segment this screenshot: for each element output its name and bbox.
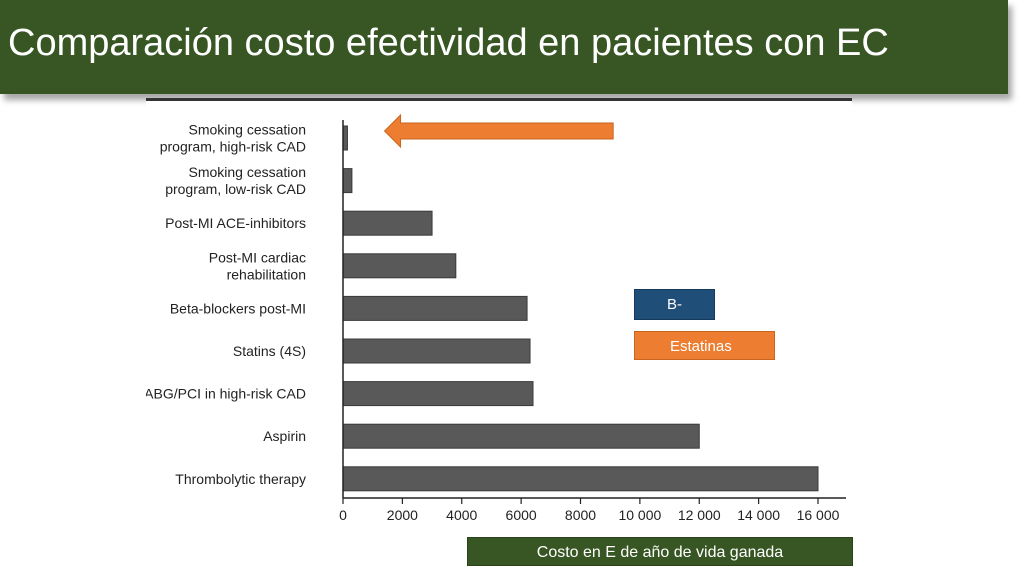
x-tick-label: 14 000 [737,507,780,523]
annotation-arrow [383,113,614,149]
x-tick-label: 12 000 [678,507,721,523]
category-label: Beta-blockers post-MI [170,300,306,316]
category-label: Post-MI cardiac rehabilitation [209,249,306,282]
legend-statins: Estatinas [634,331,775,360]
category-label: Smoking cessation program, high-risk CAD [160,122,306,155]
bar-chart: Smoking cessation program, high-risk CAD S… [146,113,846,523]
x-tick-label: 2000 [387,507,418,523]
chart-top-border [146,98,852,101]
x-tick-label: 0 [339,507,347,523]
x-tick-label: 4000 [446,507,477,523]
category-label: Statins (4S) [233,343,306,359]
category-label: CABG/PCI in high-risk CAD [146,386,306,402]
bar [342,168,353,194]
bar [342,466,819,492]
x-tick-label: 10 000 [618,507,661,523]
category-label: Post-MI ACE-inhibitors [165,215,306,231]
bar [342,338,531,364]
category-label: Smoking cessation program, low-risk CAD [165,164,306,197]
chart-panel: Smoking cessation program, high-risk CAD S… [146,98,852,528]
bar [342,253,457,279]
slide-title: Comparación costo efectividad en pacient… [8,22,889,64]
x-tick-label: 6000 [506,507,537,523]
bar [342,381,534,407]
x-tick-label: 16 000 [797,507,840,523]
bar [342,210,433,236]
bar [342,295,528,321]
legend-beta-blockers: B- [634,289,715,320]
legend-statins-label: Estatinas [670,338,732,355]
title-bar: Comparación costo efectividad en pacient… [0,0,1008,94]
legend-beta-blockers-label: B- [667,296,682,313]
category-label: Thrombolytic therapy [175,471,306,487]
x-tick-label: 8000 [565,507,596,523]
x-axis-caption: Costo en E de año de vida ganada [467,537,853,566]
category-label: Aspirin [263,428,306,444]
bar [342,423,700,449]
